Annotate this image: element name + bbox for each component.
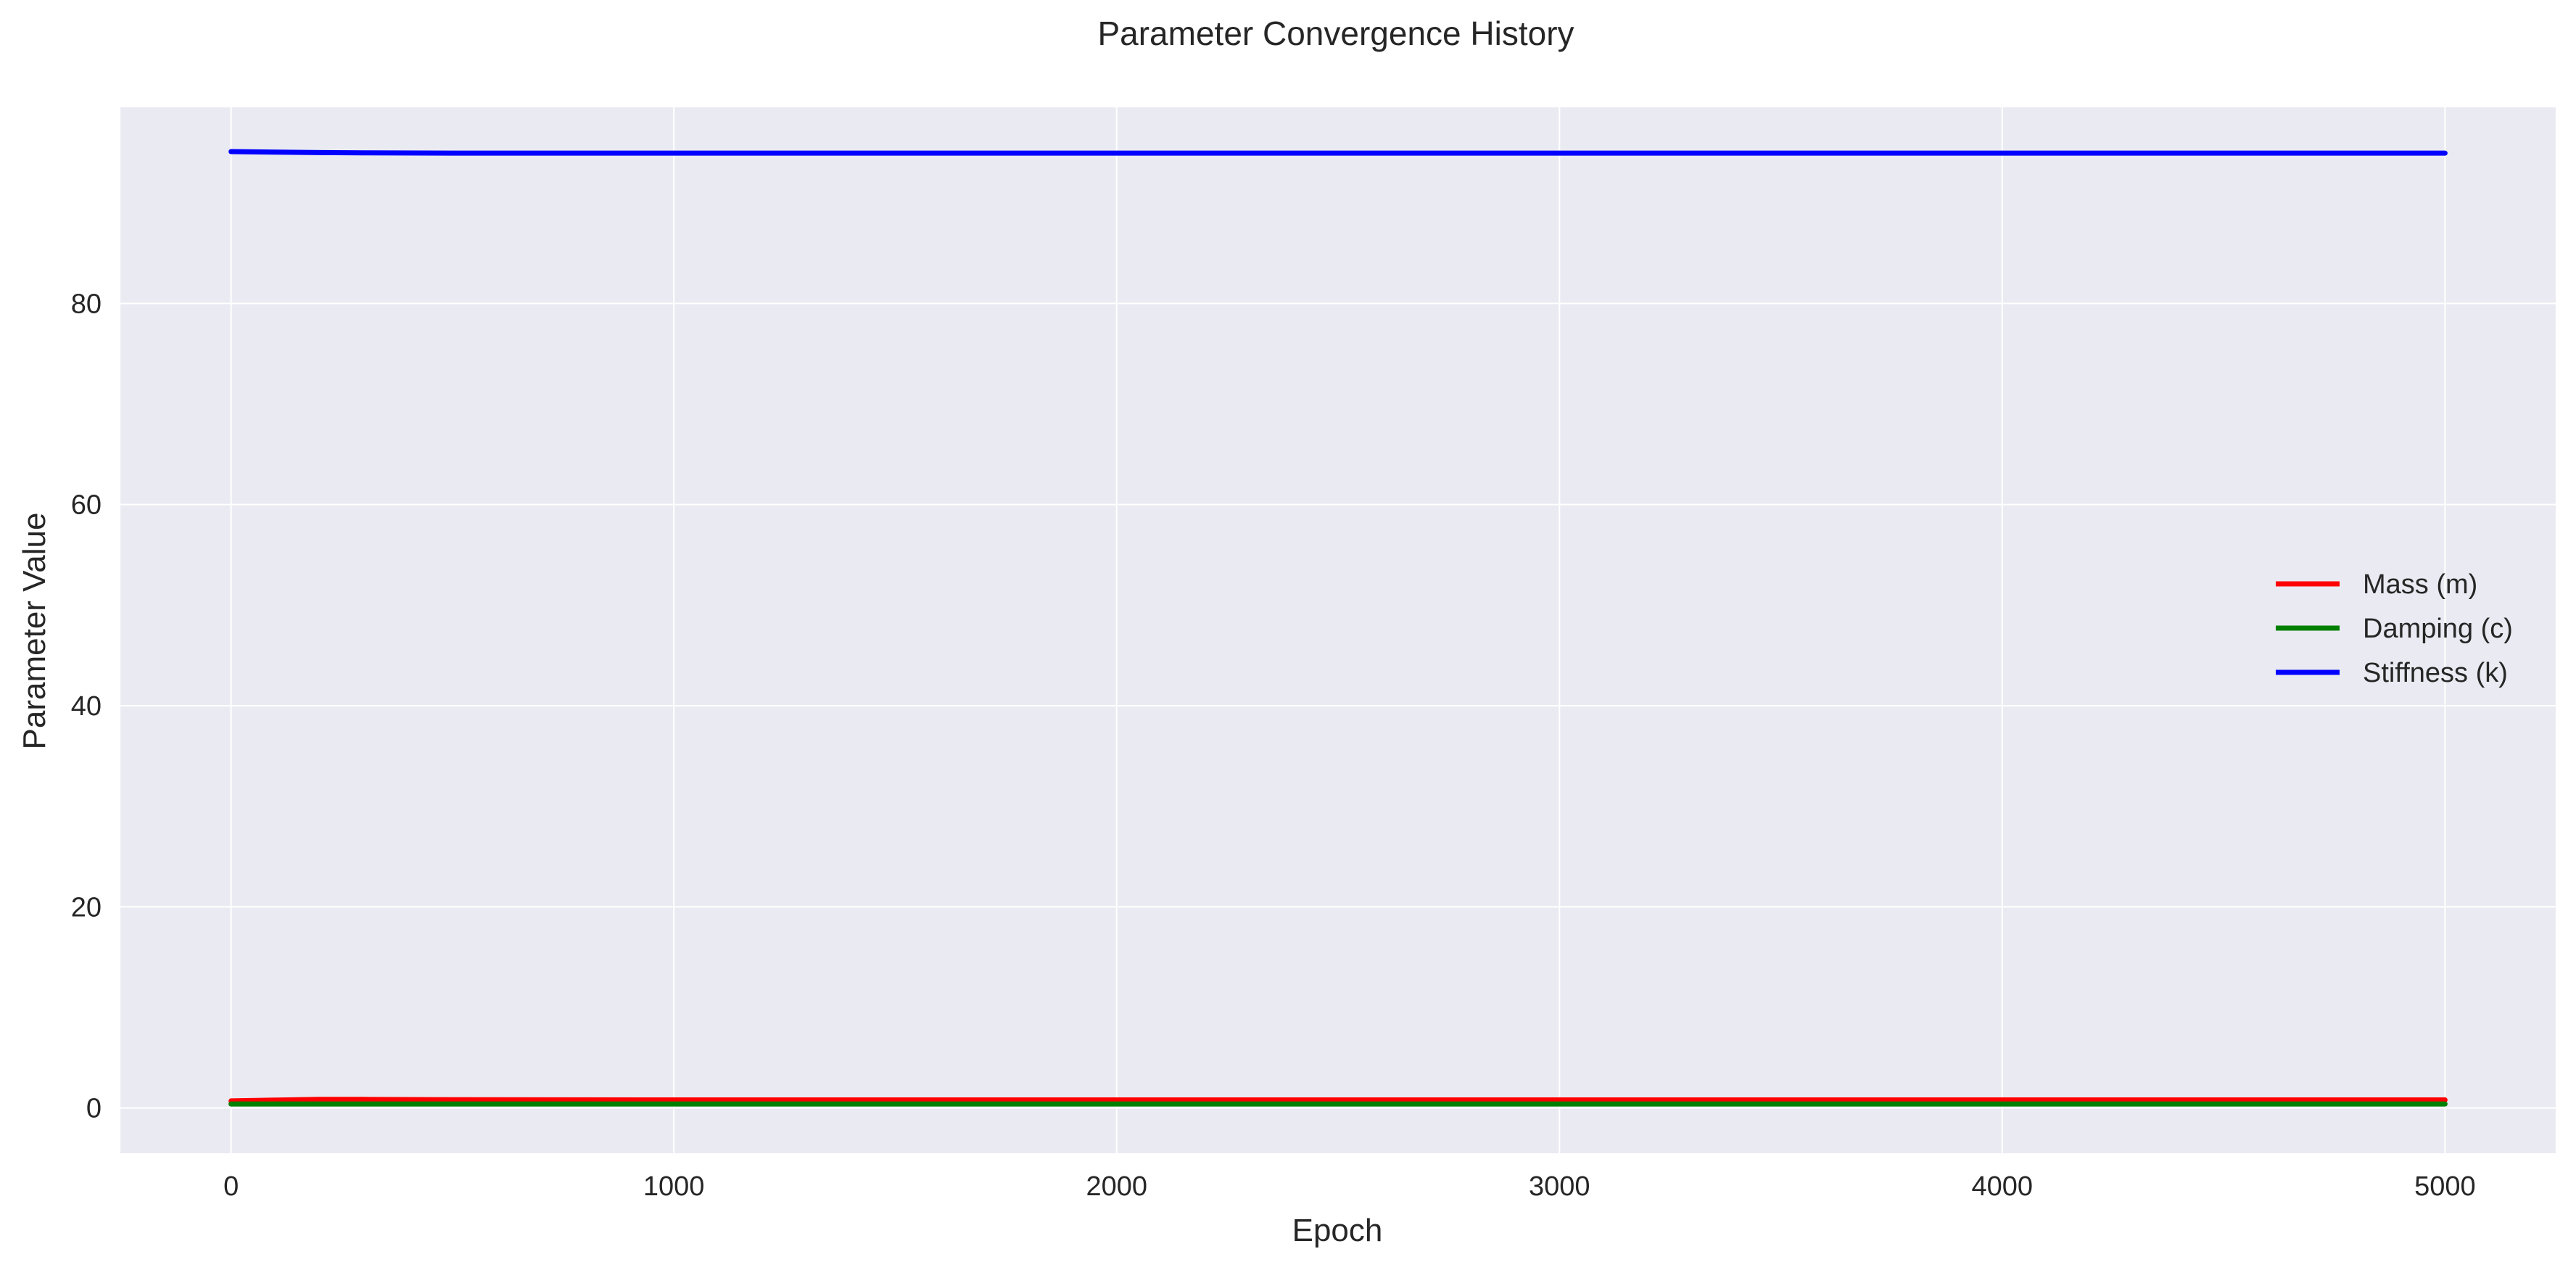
legend-label: Stiffness (k) <box>2363 658 2508 688</box>
x-axis-label: Epoch <box>1292 1213 1383 1248</box>
y-tick-label: 40 <box>71 691 102 722</box>
legend: Mass (m) Damping (c) Stiffness (k) <box>2276 569 2513 688</box>
legend-label: Damping (c) <box>2363 614 2513 644</box>
series-line-stiffness-k <box>228 149 2448 156</box>
series-line-mass-m <box>228 1097 2448 1104</box>
y-tick-label: 60 <box>71 490 102 521</box>
y-tick-label: 0 <box>86 1094 102 1124</box>
x-tick-label: 0 <box>223 1171 239 1202</box>
y-tick-label: 80 <box>71 289 102 319</box>
legend-label: Mass (m) <box>2363 569 2477 600</box>
series-layer <box>228 149 2448 1107</box>
y-tick-label: 20 <box>71 892 102 923</box>
y-axis: 0 20 40 60 80 <box>71 289 102 1123</box>
x-tick-label: 3000 <box>1529 1171 1590 1202</box>
x-tick-label: 4000 <box>1972 1171 2034 1202</box>
x-axis: 0 1000 2000 3000 4000 5000 <box>223 1171 2476 1202</box>
x-tick-label: 5000 <box>2414 1171 2476 1202</box>
plot-area <box>120 107 2556 1153</box>
y-axis-label: Parameter Value <box>17 513 52 750</box>
grid <box>120 107 2556 1153</box>
x-tick-label: 1000 <box>643 1171 705 1202</box>
x-tick-label: 2000 <box>1086 1171 1147 1202</box>
chart-title: Parameter Convergence History <box>1097 15 1574 52</box>
